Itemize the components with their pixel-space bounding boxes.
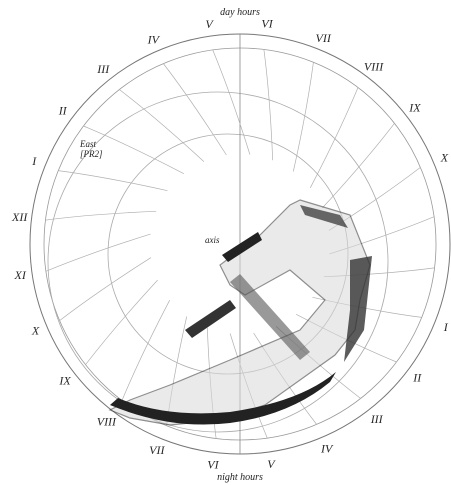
bottom-label: night hours (217, 472, 263, 483)
hour-numerals: IIIIIIIVVVIVIIVIIIIXXXIXIIIIIIIIIVVVIVII… (11, 17, 449, 472)
hour-numeral: II (412, 371, 422, 385)
hour-numeral: I (31, 154, 37, 168)
hour-line (58, 170, 168, 192)
hour-numeral: V (267, 457, 276, 471)
hour-numeral: III (370, 412, 384, 426)
east-sublabel: [PR2] (80, 149, 103, 159)
hour-numeral: IX (58, 374, 71, 388)
hour-numeral: XII (11, 210, 28, 224)
hour-numeral: VIII (97, 414, 117, 428)
hour-numeral: II (58, 103, 68, 117)
hour-line (121, 300, 171, 401)
hour-numeral: X (440, 150, 449, 164)
hour-line (85, 279, 158, 365)
hour-line (163, 63, 227, 156)
hour-line (59, 257, 152, 321)
hour-numeral: VIII (364, 60, 384, 74)
hour-line (263, 49, 274, 161)
hour-numeral: X (31, 324, 40, 338)
hour-line (45, 233, 151, 272)
hour-line (212, 49, 251, 155)
hour-line (322, 123, 395, 209)
hour-numeral: XI (14, 268, 27, 282)
top-label: day hours (220, 7, 260, 18)
east-label: East (79, 139, 97, 149)
hour-numeral: V (205, 17, 214, 31)
hour-line (309, 87, 359, 188)
hour-numeral: IV (320, 441, 334, 455)
hour-numeral: VII (316, 31, 332, 45)
hour-numeral: VI (261, 17, 273, 31)
hour-numeral: IX (408, 100, 421, 114)
hour-numeral: VI (207, 457, 219, 471)
hour-numeral: III (96, 62, 110, 76)
horizon-circle (47, 91, 389, 433)
hour-line (45, 210, 157, 221)
hour-numeral: IV (147, 33, 161, 47)
hour-line (292, 62, 314, 172)
hour-line (83, 125, 184, 175)
hour-numeral: I (443, 320, 449, 334)
center-label: axis (205, 235, 220, 245)
hour-line (119, 89, 205, 162)
engraved-fragment (108, 199, 372, 426)
hour-numeral: VII (149, 443, 165, 457)
